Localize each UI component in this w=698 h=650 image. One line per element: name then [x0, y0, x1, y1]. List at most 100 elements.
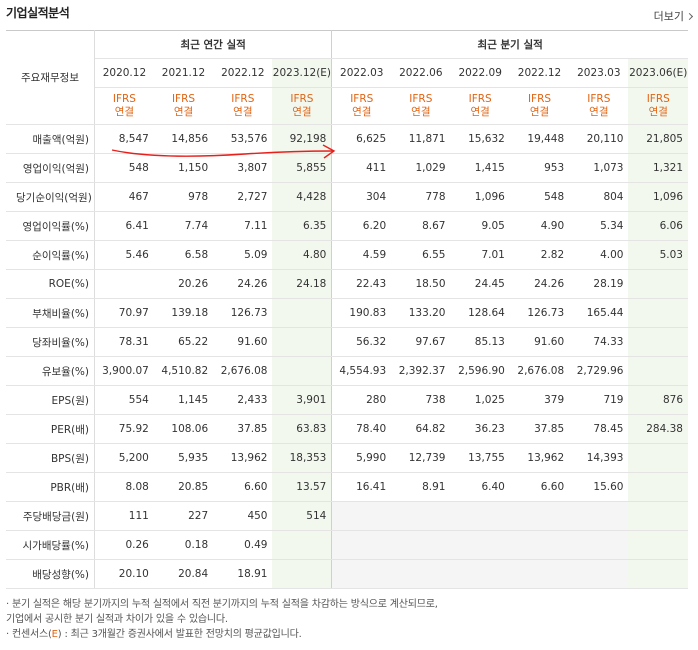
table-cell: 8.91: [391, 472, 451, 502]
table-cell: [272, 559, 333, 589]
basis-header: IFRS 연결: [213, 87, 273, 125]
table-cell: 1,415: [450, 153, 510, 183]
table-cell: 74.33: [569, 327, 629, 357]
table-cell: 13,962: [213, 443, 273, 473]
table-cell: 12,739: [391, 443, 451, 473]
basis-scope: 연결: [529, 106, 550, 118]
basis-scope: 연결: [173, 106, 194, 118]
more-link[interactable]: 더보기: [653, 8, 694, 24]
table-cell: [628, 269, 688, 299]
table-cell: 13.57: [272, 472, 333, 502]
table-cell: 2,727: [213, 182, 273, 212]
table-cell: [628, 472, 688, 502]
basis-standard: IFRS: [646, 93, 670, 105]
table-cell: 85.13: [450, 327, 510, 357]
table-row: PER(배) 75.92 108.06 37.85 63.83 78.40 64.82 36.…: [6, 414, 688, 444]
basis-scope: 연결: [411, 106, 431, 118]
table-cell: 20.10: [94, 559, 154, 589]
table-cell: 37.85: [213, 414, 273, 444]
table-cell: 18,353: [272, 443, 333, 473]
table-cell: 28.19: [569, 269, 629, 299]
table-cell: [272, 327, 333, 357]
table-cell: 0.18: [153, 530, 214, 560]
table-cell: 6.41: [94, 211, 154, 241]
basis-header: IFRS 연결: [331, 87, 392, 125]
basis-header: IFRS 연결: [628, 87, 688, 125]
row-label: 당좌비율(%): [6, 327, 95, 357]
basis-header: IFRS 연결: [509, 87, 570, 125]
basis-scope: 연결: [589, 106, 609, 118]
table-cell: 2,392.37: [391, 356, 451, 386]
table-cell: 304: [331, 182, 392, 212]
table-cell: 5,200: [94, 443, 154, 473]
table-cell: [331, 530, 392, 560]
basis-scope: 연결: [470, 106, 490, 118]
table-cell: 24.18: [272, 269, 333, 299]
row-label: PER(배): [6, 414, 95, 444]
table-cell: 91.60: [509, 327, 570, 357]
row-label: BPS(원): [6, 443, 95, 473]
table-cell: 2.82: [509, 240, 570, 270]
table-cell: [628, 443, 688, 473]
table-cell: 6.60: [213, 472, 273, 502]
table-cell: [331, 501, 392, 531]
table-cell: 8.08: [94, 472, 154, 502]
table-cell: 411: [331, 153, 392, 183]
table-cell: [94, 269, 154, 299]
table-row: BPS(원) 5,200 5,935 13,962 18,353 5,990 12,739 1…: [6, 443, 688, 473]
table-cell: 14,856: [153, 124, 214, 154]
table-cell: 7.11: [213, 211, 273, 241]
table-row: 부채비율(%) 70.97 139.18 126.73 190.83 133.20 128.…: [6, 298, 688, 328]
basis-header: IFRS 연결: [272, 87, 333, 125]
table-cell: 6,625: [331, 124, 392, 154]
table-cell: 75.92: [94, 414, 154, 444]
basis-standard: IFRS: [468, 93, 492, 105]
table-cell: 15,632: [450, 124, 510, 154]
table-cell: 3,901: [272, 385, 333, 415]
table-cell: 20.85: [153, 472, 214, 502]
table-cell: 20.26: [153, 269, 214, 299]
table-cell: 128.64: [450, 298, 510, 328]
table-cell: 4,510.82: [153, 356, 214, 386]
table-cell: 1,073: [569, 153, 629, 183]
table-cell: 548: [94, 153, 154, 183]
table-cell: [628, 298, 688, 328]
table-cell: 2,676.08: [509, 356, 570, 386]
table-cell: 1,029: [391, 153, 451, 183]
footnote-1: · 분기 실적은 해당 분기까지의 누적 실적에서 직전 분기까지의 누적 실적…: [6, 599, 438, 610]
table-row: 당좌비율(%) 78.31 65.22 91.60 56.32 97.67 85.13 91.…: [6, 327, 688, 357]
table-cell: 6.55: [391, 240, 451, 270]
table-cell: 738: [391, 385, 451, 415]
table-row: 유보율(%) 3,900.07 4,510.82 2,676.08 4,554.93 2,…: [6, 356, 688, 386]
row-label: EPS(원): [6, 385, 95, 415]
table-row: ROE(%) 20.26 24.26 24.18 22.43 18.50 24.45 24.2…: [6, 269, 688, 299]
period-header: 2020.12: [94, 58, 154, 88]
table-cell: 4.00: [569, 240, 629, 270]
table-row: 주당배당금(원) 111 227 450 514: [6, 501, 688, 531]
basis-standard: IFRS: [290, 93, 314, 105]
basis-standard: IFRS: [350, 93, 374, 105]
table-cell: 8.67: [391, 211, 451, 241]
basis-header: IFRS 연결: [153, 87, 214, 125]
table-cell: 4,428: [272, 182, 333, 212]
table-cell: 18.50: [391, 269, 451, 299]
table-cell: 5,935: [153, 443, 214, 473]
table-cell: 56.32: [331, 327, 392, 357]
table-cell: [569, 559, 629, 589]
basis-header: IFRS 연결: [569, 87, 629, 125]
footnotes: · 분기 실적은 해당 분기까지의 누적 실적에서 직전 분기까지의 누적 실적…: [6, 597, 438, 642]
table-cell: 78.45: [569, 414, 629, 444]
table-cell: 1,150: [153, 153, 214, 183]
table-cell: 2,729.96: [569, 356, 629, 386]
table-cell: 5.03: [628, 240, 688, 270]
table-row: 시가배당률(%) 0.26 0.18 0.49: [6, 530, 688, 560]
table-cell: [272, 298, 333, 328]
table-cell: 133.20: [391, 298, 451, 328]
table-cell: 876: [628, 385, 688, 415]
table-cell: 64.82: [391, 414, 451, 444]
table-cell: [569, 530, 629, 560]
more-label: 더보기: [653, 10, 684, 23]
table-cell: 78.31: [94, 327, 154, 357]
basis-scope: 연결: [352, 106, 372, 118]
basis-scope: 연결: [292, 106, 312, 118]
